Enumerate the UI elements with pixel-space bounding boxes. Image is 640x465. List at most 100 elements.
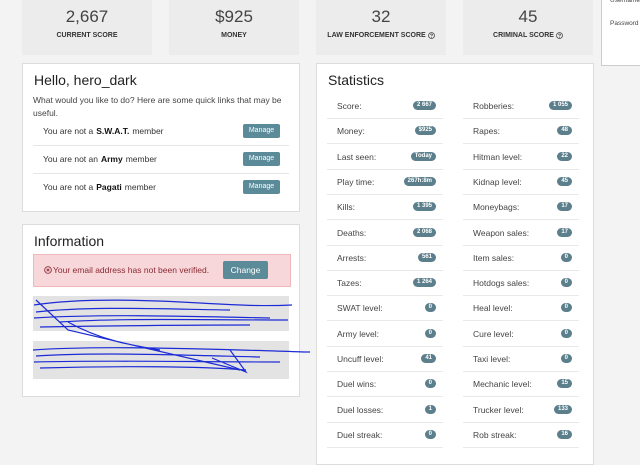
score-label: CRIMINAL SCORE (463, 32, 593, 39)
stat-row: Heal level: 0 (463, 295, 579, 322)
stat-badge: 0 (560, 354, 572, 363)
stat-label: Money: (337, 126, 365, 137)
redacted-box (33, 341, 289, 379)
stat-badge: 17 (557, 202, 572, 212)
score-label: CURRENT SCORE (22, 32, 152, 39)
page: 2,667 CURRENT SCORE $925 MONEY 32 LAW ENFORCE… (22, 0, 640, 465)
stat-badge: 22 (557, 151, 572, 161)
redacted-box (33, 296, 289, 331)
stat-row: Item sales: 0 (463, 245, 579, 271)
stat-label: Arrests: (337, 252, 367, 263)
stat-badge: $925 (414, 126, 436, 136)
stat-row: Rob streak: 16 (463, 422, 579, 448)
stat-badge: 16 (557, 429, 572, 439)
stat-row: Mechanic level: 15 (463, 371, 579, 398)
stat-badge: 0 (560, 278, 572, 288)
stat-row: Hitman level: 22 (463, 144, 579, 170)
score-label-text: LAW ENFORCEMENT SCORE (327, 32, 426, 39)
stat-row: Taxi level: 0 (463, 346, 579, 372)
stat-row: Tazes: 1 264 (327, 270, 443, 297)
membership-row: You are not a S.W.A.T. member Manage (33, 118, 289, 146)
stat-row: Duel losses: 1 (327, 397, 443, 423)
stat-badge: Today (410, 151, 436, 161)
username-label: Username (610, 0, 640, 4)
stat-label: Score: (337, 101, 362, 111)
score-value: 32 (371, 7, 391, 26)
membership-prefix: You are not an (43, 154, 98, 164)
intro-text: What would you like to do? Here are some… (33, 95, 282, 118)
stat-label: Deaths: (337, 227, 367, 238)
information-panel: Information Your email address has not be… (22, 224, 300, 397)
stat-badge: 1 055 (548, 101, 572, 110)
manage-button[interactable]: Manage (243, 180, 280, 194)
score-label-text: CRIMINAL SCORE (493, 32, 554, 39)
manage-button[interactable]: Manage (243, 152, 280, 166)
membership-suffix: member (132, 126, 164, 136)
membership-group: Army (100, 154, 123, 164)
stat-row: Hotdogs sales: 0 (463, 270, 579, 297)
stat-badge: 0 (560, 328, 572, 338)
membership-suffix: member (125, 154, 157, 164)
stat-label: Taxi level: (473, 354, 511, 364)
stat-label: Hotdogs sales: (473, 278, 530, 289)
stat-label: SWAT level: (337, 303, 383, 314)
stat-row: Army level: 0 (327, 321, 443, 347)
stat-label: Last seen: (337, 151, 377, 162)
score-value: 45 (518, 7, 538, 26)
score-card: 45 CRIMINAL SCORE (463, 0, 593, 55)
alert-message: Your email address has not been verified… (53, 265, 210, 275)
stat-row: Play time: 267h:8m (327, 169, 443, 195)
stat-badge: 45 (557, 176, 572, 186)
membership-group: Pagati (96, 182, 122, 192)
stat-row: Deaths: 2 068 (327, 220, 443, 246)
password-label: Password (610, 20, 639, 27)
stat-label: Uncuff level: (337, 354, 384, 364)
score-value: 2,667 (65, 7, 109, 26)
hello-panel: Hello, hero_dark What would you like to d… (22, 63, 300, 212)
score-label: LAW ENFORCEMENT SCORE (316, 32, 446, 39)
stat-row: Kidnap level: 45 (463, 169, 579, 195)
error-icon (44, 266, 52, 274)
membership-suffix: member (124, 182, 156, 192)
score-value: $925 (215, 7, 253, 26)
stat-badge: 0 (424, 303, 436, 313)
stat-badge: 0 (560, 252, 572, 262)
stat-label: Heal level: (473, 303, 513, 314)
stat-badge: 0 (560, 303, 572, 313)
manage-button[interactable]: Manage (243, 124, 280, 138)
stat-badge: 17 (557, 227, 572, 237)
login-box: Username Password (601, 0, 640, 66)
panel-title: Hello, hero_dark (34, 72, 137, 88)
stat-row: Duel streak: 0 (327, 422, 443, 448)
stat-badge: 1 395 (412, 202, 436, 212)
stat-label: Moneybags: (473, 202, 520, 213)
stat-label: Weapon sales: (473, 227, 530, 238)
stat-row: Kills: 1 395 (327, 194, 443, 221)
panel-title: Information (34, 233, 105, 249)
stat-label: Hitman level: (473, 151, 523, 162)
stat-row: Uncuff level: 41 (327, 346, 443, 372)
stat-row: Moneybags: 17 (463, 194, 579, 221)
alert-text: Your email address has not been verified… (44, 265, 209, 275)
stat-badge: 0 (424, 328, 436, 338)
score-label: MONEY (169, 32, 299, 39)
score-card: 32 LAW ENFORCEMENT SCORE (316, 0, 446, 55)
score-label-text: CURRENT SCORE (56, 32, 118, 39)
stat-badge: 2 667 (412, 101, 436, 110)
stat-row: Arrests: 561 (327, 245, 443, 271)
change-button[interactable]: Change (223, 261, 268, 279)
stat-row: Last seen: Today (327, 144, 443, 170)
stat-badge: 0 (424, 379, 436, 389)
stat-label: Duel wins: (337, 379, 377, 390)
alert-box: Your email address has not been verified… (33, 254, 291, 287)
stat-row: Money: $925 (327, 118, 443, 145)
stat-row: SWAT level: 0 (327, 295, 443, 322)
membership-text: You are not an Army member (43, 154, 157, 164)
stat-row: Rapes: 48 (463, 118, 579, 145)
stat-label: Cure level: (473, 328, 514, 339)
stat-label: Play time: (337, 176, 375, 187)
stat-row: Score: 2 667 (327, 93, 443, 119)
membership-prefix: You are not a (43, 182, 94, 192)
membership-prefix: You are not a (43, 126, 94, 136)
stat-label: Rob streak: (473, 429, 517, 440)
